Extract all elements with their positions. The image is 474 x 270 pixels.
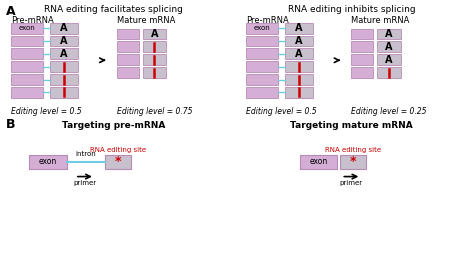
FancyBboxPatch shape — [143, 42, 166, 52]
FancyBboxPatch shape — [11, 36, 43, 46]
Text: RNA editing facilitates splicing: RNA editing facilitates splicing — [44, 5, 183, 14]
Text: *: * — [114, 155, 121, 168]
FancyBboxPatch shape — [11, 23, 43, 33]
Text: B: B — [6, 118, 16, 131]
FancyBboxPatch shape — [246, 61, 278, 72]
Text: RNA editing inhibits splicing: RNA editing inhibits splicing — [288, 5, 415, 14]
Text: intron: intron — [75, 151, 96, 157]
FancyBboxPatch shape — [377, 67, 401, 78]
FancyBboxPatch shape — [50, 74, 78, 85]
FancyBboxPatch shape — [351, 42, 373, 52]
FancyBboxPatch shape — [246, 74, 278, 85]
FancyBboxPatch shape — [11, 61, 43, 72]
Text: Pre-mRNA: Pre-mRNA — [246, 16, 289, 25]
Text: A: A — [385, 42, 393, 52]
FancyBboxPatch shape — [377, 54, 401, 65]
Text: A: A — [151, 29, 158, 39]
FancyBboxPatch shape — [285, 87, 312, 98]
FancyBboxPatch shape — [117, 42, 138, 52]
FancyBboxPatch shape — [246, 36, 278, 46]
Text: A: A — [385, 55, 393, 65]
Text: *: * — [350, 155, 356, 168]
FancyBboxPatch shape — [285, 74, 312, 85]
Text: Targeting mature mRNA: Targeting mature mRNA — [290, 121, 413, 130]
Text: exon: exon — [254, 25, 270, 31]
FancyBboxPatch shape — [351, 67, 373, 78]
Text: Pre-mRNA: Pre-mRNA — [11, 16, 54, 25]
FancyBboxPatch shape — [246, 87, 278, 98]
FancyBboxPatch shape — [351, 29, 373, 39]
Text: A: A — [6, 5, 16, 18]
FancyBboxPatch shape — [117, 54, 138, 65]
Text: primer: primer — [340, 180, 363, 185]
FancyBboxPatch shape — [117, 29, 138, 39]
Text: Editing level = 0.75: Editing level = 0.75 — [117, 107, 192, 116]
Text: exon: exon — [39, 157, 57, 166]
FancyBboxPatch shape — [351, 54, 373, 65]
FancyBboxPatch shape — [285, 48, 312, 59]
Text: A: A — [60, 36, 68, 46]
Text: A: A — [295, 23, 302, 33]
Text: Mature mRNA: Mature mRNA — [351, 16, 410, 25]
FancyBboxPatch shape — [377, 29, 401, 39]
FancyBboxPatch shape — [143, 67, 166, 78]
FancyBboxPatch shape — [50, 87, 78, 98]
FancyBboxPatch shape — [300, 155, 337, 169]
FancyBboxPatch shape — [246, 23, 278, 33]
FancyBboxPatch shape — [50, 61, 78, 72]
FancyBboxPatch shape — [246, 48, 278, 59]
Text: Editing level = 0.5: Editing level = 0.5 — [246, 107, 317, 116]
Text: primer: primer — [73, 180, 97, 185]
Text: RNA editing site: RNA editing site — [325, 147, 382, 153]
FancyBboxPatch shape — [285, 61, 312, 72]
Text: Mature mRNA: Mature mRNA — [117, 16, 175, 25]
FancyBboxPatch shape — [143, 29, 166, 39]
FancyBboxPatch shape — [105, 155, 131, 169]
Text: A: A — [295, 36, 302, 46]
Text: Editing level = 0.25: Editing level = 0.25 — [351, 107, 427, 116]
FancyBboxPatch shape — [11, 87, 43, 98]
Text: A: A — [60, 49, 68, 59]
Text: Targeting pre-mRNA: Targeting pre-mRNA — [62, 121, 165, 130]
Text: A: A — [60, 23, 68, 33]
Text: A: A — [295, 49, 302, 59]
FancyBboxPatch shape — [50, 36, 78, 46]
FancyBboxPatch shape — [285, 36, 312, 46]
FancyBboxPatch shape — [340, 155, 366, 169]
FancyBboxPatch shape — [50, 48, 78, 59]
Text: exon: exon — [19, 25, 36, 31]
Text: exon: exon — [310, 157, 328, 166]
FancyBboxPatch shape — [50, 23, 78, 33]
FancyBboxPatch shape — [377, 42, 401, 52]
FancyBboxPatch shape — [29, 155, 67, 169]
FancyBboxPatch shape — [143, 54, 166, 65]
FancyBboxPatch shape — [11, 74, 43, 85]
FancyBboxPatch shape — [11, 48, 43, 59]
FancyBboxPatch shape — [285, 23, 312, 33]
Text: RNA editing site: RNA editing site — [90, 147, 146, 153]
FancyBboxPatch shape — [117, 67, 138, 78]
Text: Editing level = 0.5: Editing level = 0.5 — [11, 107, 82, 116]
Text: A: A — [385, 29, 393, 39]
